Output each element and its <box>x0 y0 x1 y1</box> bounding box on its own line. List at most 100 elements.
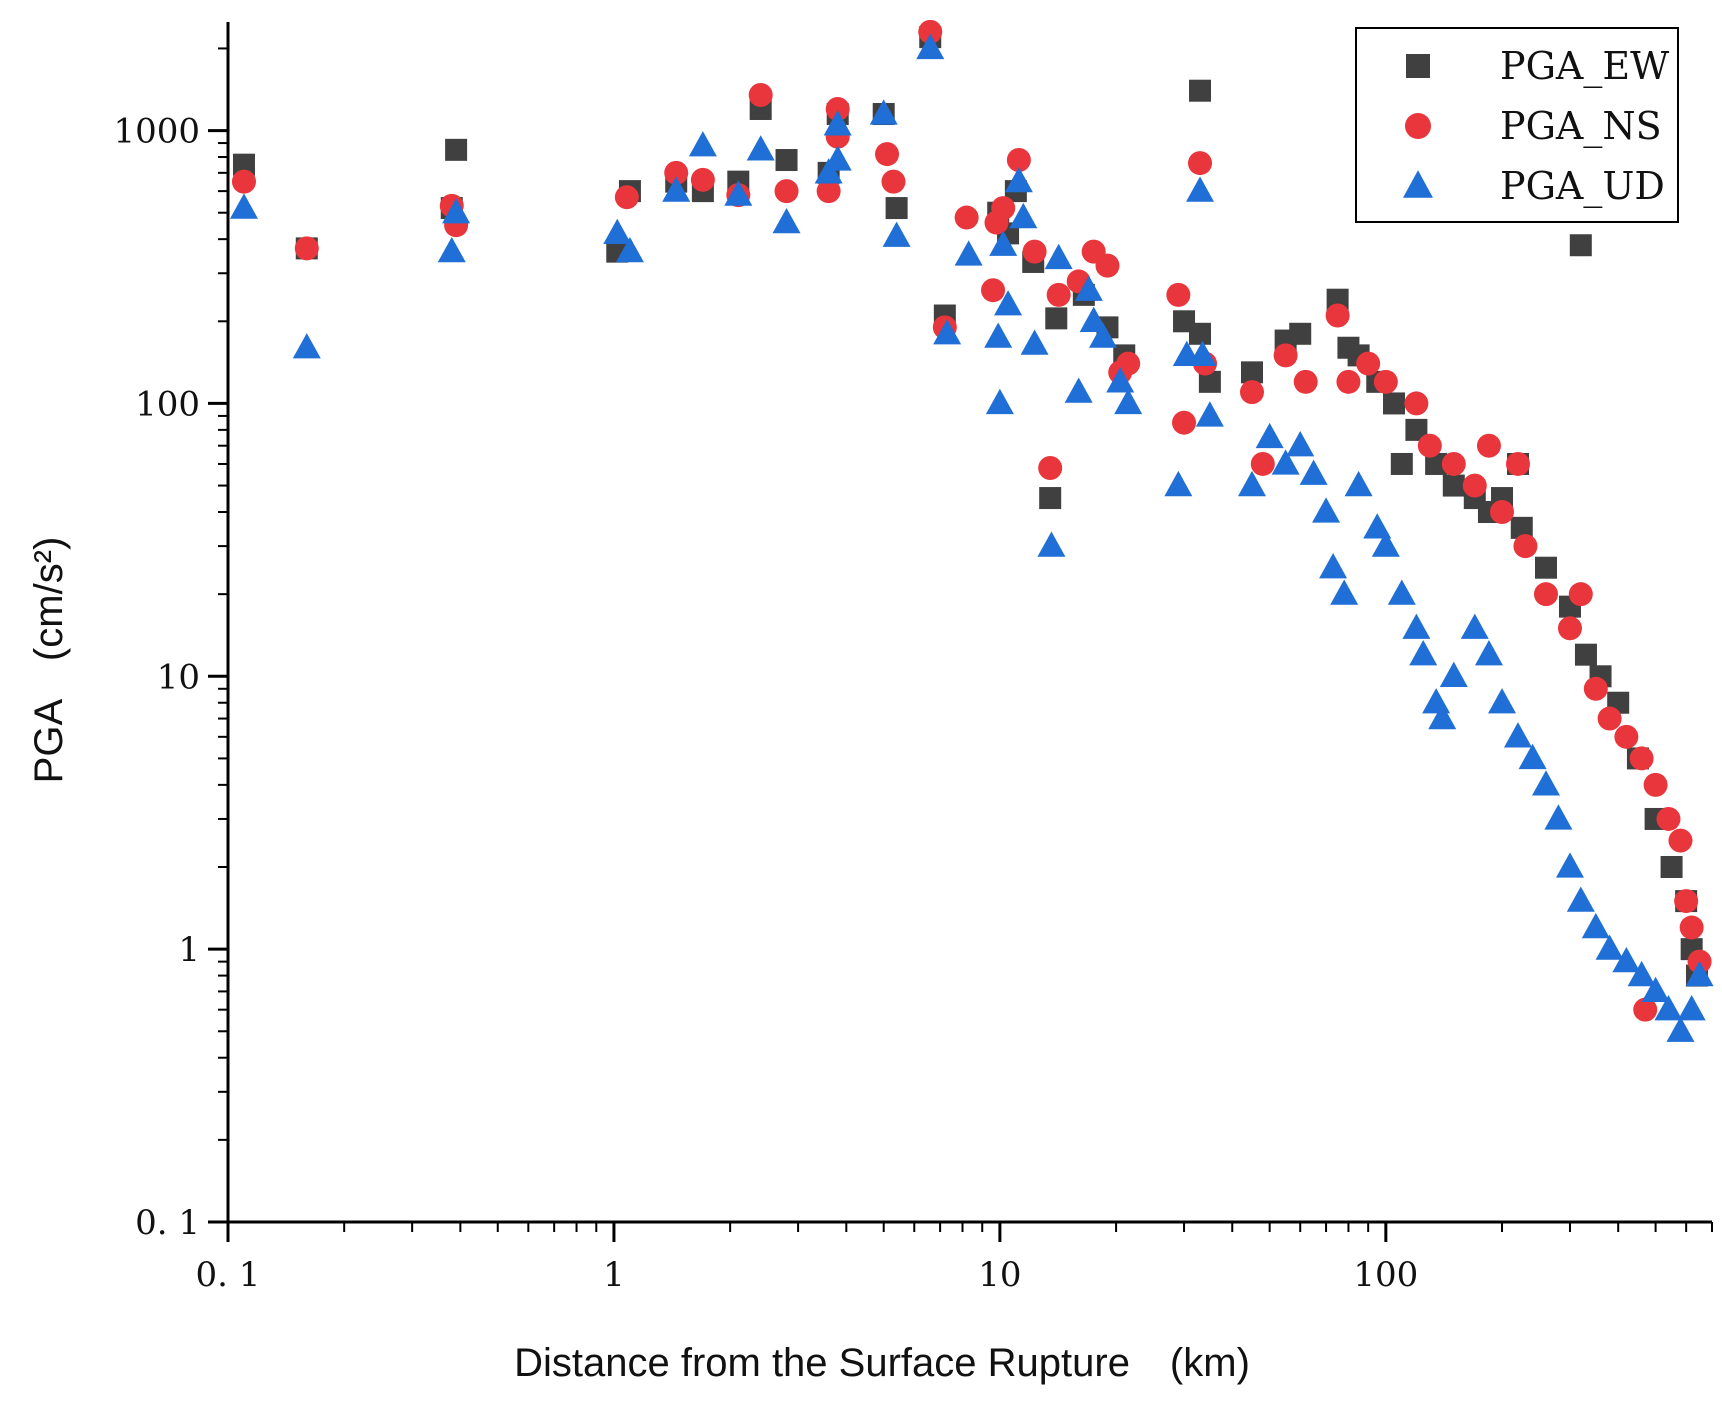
data-point <box>1330 579 1359 605</box>
data-point <box>1641 976 1670 1003</box>
data-point <box>1255 422 1284 449</box>
data-point <box>603 218 632 245</box>
data-point <box>1045 307 1068 330</box>
data-point <box>1286 431 1315 457</box>
data-point <box>1633 997 1658 1022</box>
data-point <box>775 149 798 172</box>
data-point <box>1172 410 1197 435</box>
data-point <box>1595 934 1624 960</box>
data-point <box>772 207 801 234</box>
data-point <box>1390 452 1413 475</box>
data-point <box>1273 343 1298 368</box>
data-point <box>981 278 1006 303</box>
data-point <box>881 169 906 194</box>
data-point <box>688 131 717 157</box>
data-point <box>615 236 644 263</box>
data-point <box>1325 303 1350 328</box>
data-point <box>1186 176 1215 202</box>
data-point <box>816 179 841 204</box>
data-point <box>1612 946 1641 973</box>
data-point <box>1039 487 1062 510</box>
data-point <box>1555 852 1584 878</box>
data-point <box>292 333 321 359</box>
data-point <box>1422 688 1451 714</box>
data-point <box>1022 239 1047 264</box>
y-minor-ticks <box>218 47 228 1141</box>
legend-label: PGA_UD <box>1500 164 1665 209</box>
data-point <box>1344 470 1373 497</box>
data-point <box>1460 613 1489 639</box>
legend-marker <box>1405 113 1431 139</box>
data-point <box>1114 388 1143 415</box>
data-point <box>1404 391 1429 416</box>
data-point <box>1674 889 1699 914</box>
data-point <box>1654 995 1683 1021</box>
axes: 0. 1 1 10 100 0. 1 1 10 100 1000 <box>113 22 1713 1295</box>
legend-label: PGA_EW <box>1500 44 1669 89</box>
y-major-ticks <box>208 129 228 1224</box>
y-tick-label: 10 <box>157 657 200 697</box>
legend-marker <box>1406 54 1430 78</box>
data-point <box>1510 516 1533 539</box>
data-point <box>1020 329 1049 355</box>
data-point <box>1164 470 1193 497</box>
x-minor-ticks <box>343 1222 1713 1232</box>
data-point <box>1557 616 1582 641</box>
data-point <box>774 179 799 204</box>
data-point <box>1627 960 1656 987</box>
data-point <box>1289 322 1312 345</box>
data-point <box>1439 661 1468 687</box>
data-point <box>690 167 715 192</box>
data-point <box>437 236 466 263</box>
data-point <box>1660 856 1683 879</box>
legend-item: PGA_EW <box>1406 44 1669 89</box>
data-point <box>1383 392 1406 415</box>
data-point <box>1490 500 1515 525</box>
data-point <box>614 185 639 210</box>
legend-item: PGA_NS <box>1405 104 1662 149</box>
data-point <box>1319 553 1348 579</box>
data-point <box>1679 915 1704 940</box>
data-point <box>294 236 319 261</box>
data-point <box>1373 369 1398 394</box>
x-tick-label: 10 <box>978 1255 1021 1295</box>
legend-marker <box>1403 170 1433 198</box>
data-point <box>748 83 773 108</box>
data-point <box>885 197 908 220</box>
data-point <box>1046 282 1071 307</box>
data-point <box>1004 166 1033 193</box>
data-point <box>918 19 943 44</box>
data-point <box>1534 556 1557 579</box>
data-point <box>1668 828 1693 853</box>
data-point <box>1293 369 1318 394</box>
data-point <box>1574 643 1597 666</box>
data-point <box>1568 582 1593 607</box>
data-point <box>1074 275 1103 301</box>
data-point <box>984 322 1013 348</box>
data-point <box>1685 960 1714 987</box>
data-point <box>1531 770 1560 796</box>
data-point <box>662 176 691 202</box>
data-point <box>1544 804 1573 830</box>
data-point <box>1405 418 1428 441</box>
data-point <box>1476 433 1501 458</box>
legend-label: PGA_NS <box>1500 104 1662 149</box>
data-point <box>442 198 471 224</box>
data-point <box>1417 433 1442 458</box>
x-major-ticks <box>226 1222 1388 1242</box>
data-point <box>1356 351 1381 376</box>
data-point <box>1488 688 1517 714</box>
data-point <box>1569 234 1592 257</box>
x-tick-label: 1 <box>603 1255 625 1295</box>
data-point <box>1116 351 1141 376</box>
data-point <box>1597 706 1622 731</box>
data-point <box>1643 772 1668 797</box>
data-point <box>1188 151 1213 176</box>
data-point <box>229 193 258 219</box>
data-point <box>1387 579 1416 605</box>
data-point <box>1064 377 1093 403</box>
data-point <box>1271 449 1300 475</box>
data-point <box>1239 380 1264 405</box>
data-point <box>1189 322 1212 345</box>
